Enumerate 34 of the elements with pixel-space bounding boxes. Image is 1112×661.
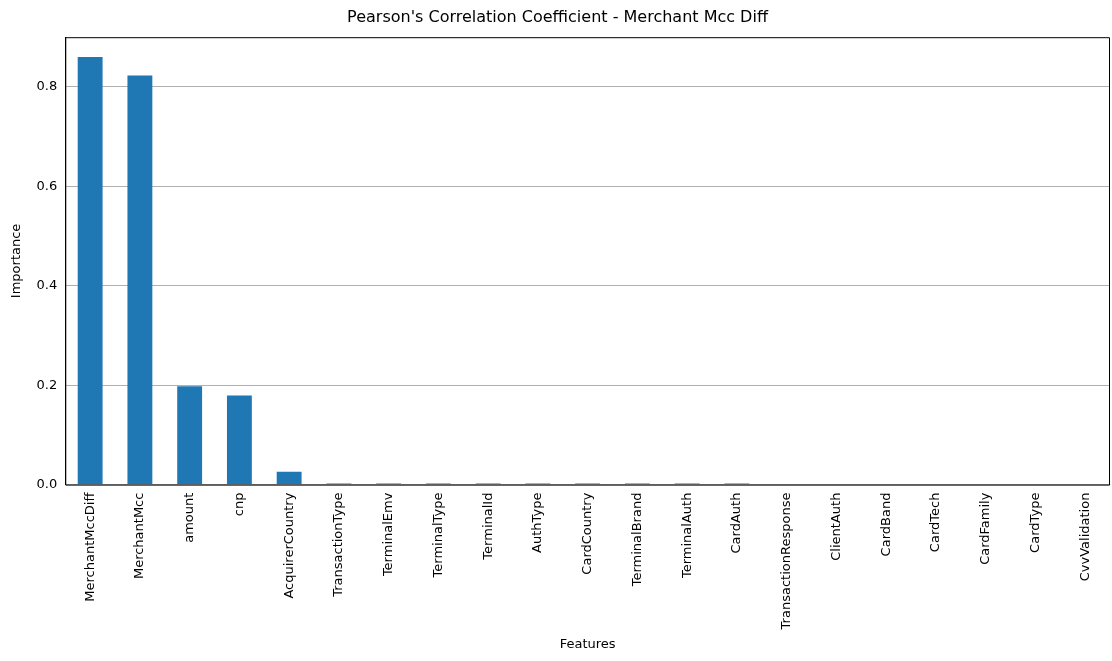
bar [276,471,302,485]
chart-title: Pearson's Correlation Coefficient - Merchant Mcc Diff [347,6,769,26]
x-tick-label: CardAuth [728,492,744,554]
y-tick-label: 0.6 [36,177,58,193]
bar [177,386,203,485]
y-tick-label: 0.8 [36,78,58,94]
x-tick-label: AcquirerCountry [280,492,296,599]
x-tick-label: TerminalBrand [628,492,644,588]
x-axis-title: Features [559,635,616,651]
x-tick-label: TerminalEmv [380,492,396,578]
x-tick-label: cnp [230,492,246,517]
x-tick-label: TerminalAuth [678,492,694,580]
x-tick-label: CardTech [927,492,943,553]
y-tick-label: 0.2 [36,376,58,392]
x-tick-label: CardBand [877,492,893,557]
x-tick-label: TerminalId [479,492,495,561]
y-tick-label: 0.0 [36,475,58,491]
x-tick-label: MerchantMcc [131,492,147,580]
x-tick-label: TerminalType [429,492,445,579]
x-tick-label: TransactionType [330,492,346,598]
x-tick-label: ClientAuth [827,492,843,561]
y-tick-label: 0.4 [36,277,58,293]
y-axis-title: Importance [8,223,24,299]
x-tick-label: CardType [1026,492,1042,553]
x-tick-label: amount [181,492,197,543]
x-tick-label: TransactionResponse [778,492,794,631]
x-tick-label: MerchantMccDiff [81,491,97,602]
bar [77,57,103,485]
x-tick-label: CvvValidation [1076,492,1092,582]
x-tick-label: AuthType [529,492,545,553]
x-tick-label: CardFamily [977,492,992,565]
bar [226,395,252,485]
bar [127,75,153,485]
x-tick-label: CardCountry [579,492,595,575]
